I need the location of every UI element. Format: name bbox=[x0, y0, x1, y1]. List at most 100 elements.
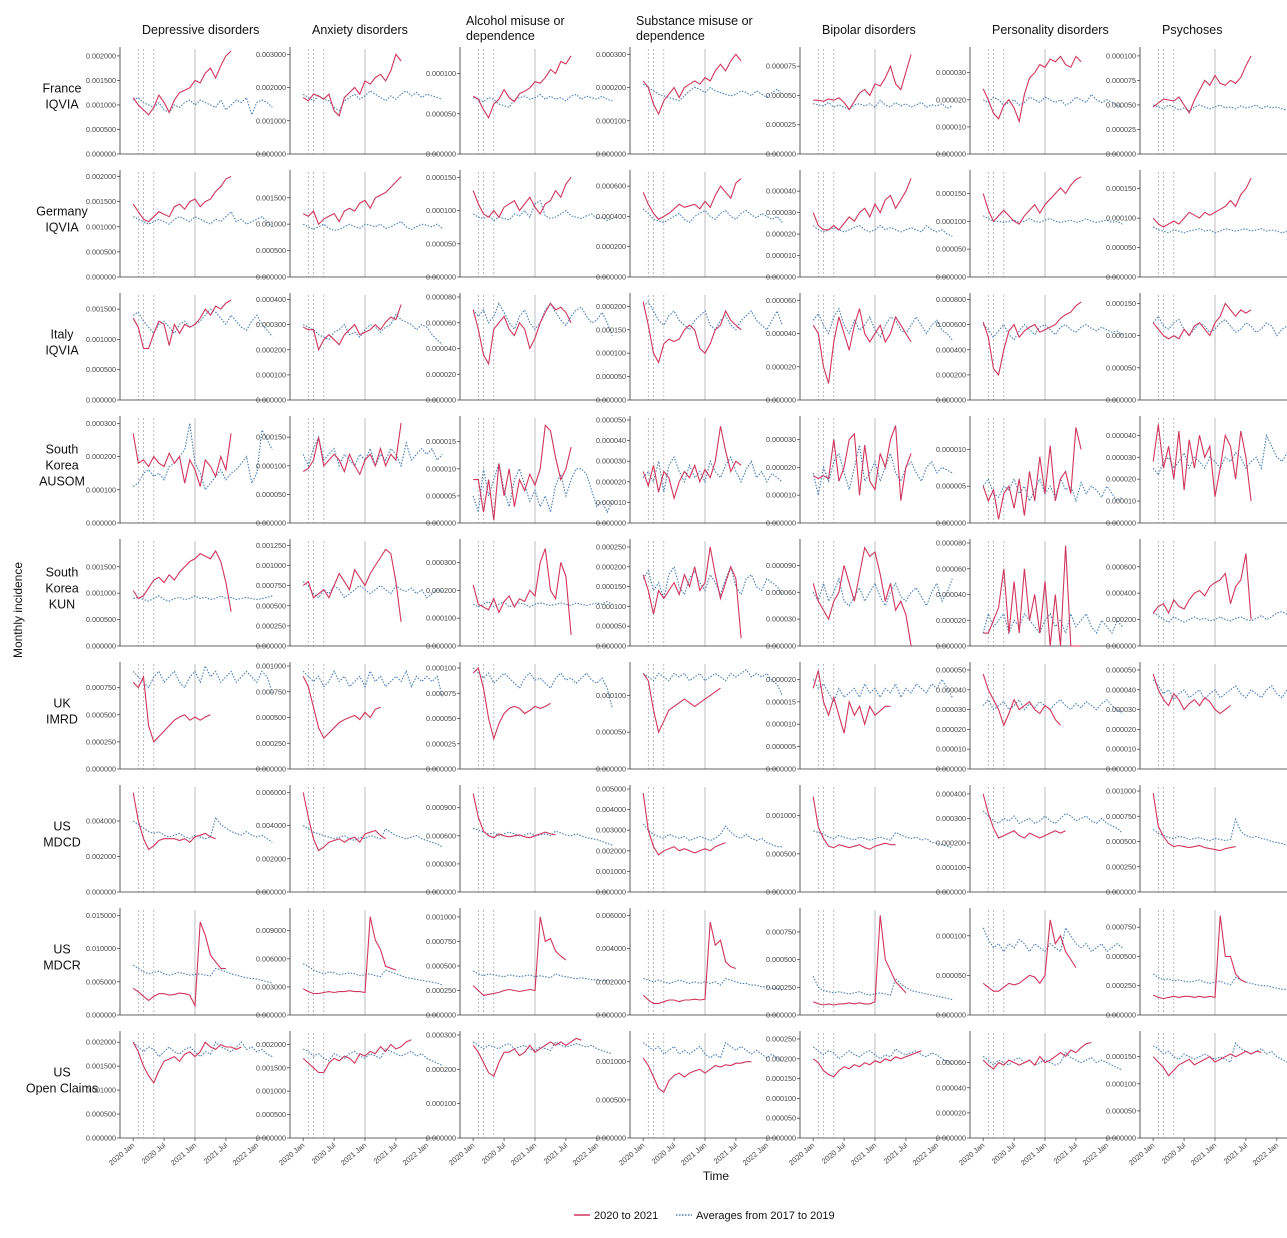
y-tick-label: 0.000010 bbox=[1106, 497, 1136, 506]
y-tick-label: 0.000000 bbox=[766, 150, 796, 159]
y-tick-label: 0.000040 bbox=[1106, 431, 1136, 440]
y-tick-label: 0.000500 bbox=[86, 710, 116, 719]
y-tick-label: 0.000250 bbox=[596, 542, 626, 551]
series-line-average bbox=[812, 224, 953, 237]
series-line-2020-2021 bbox=[472, 916, 567, 996]
series-line-2020-2021 bbox=[642, 53, 742, 116]
y-tick-label: 0.003000 bbox=[256, 982, 286, 991]
x-tick-label: 2021 Jan bbox=[169, 1141, 198, 1168]
panel: 0.000000 0.000025 0.000050 0.000075 0.000100 bbox=[1106, 47, 1287, 159]
panel: 0.000000 0.000010 0.000020 0.000030 0.000040 bbox=[766, 170, 953, 282]
x-tick-label: 2022 Jan bbox=[231, 1141, 260, 1168]
y-tick-label: 0.000005 bbox=[766, 742, 796, 751]
series-line-2020-2021 bbox=[302, 304, 402, 352]
y-tick-label: 0.000000 bbox=[86, 1134, 116, 1143]
y-tick-label: 0.000750 bbox=[256, 687, 286, 696]
y-tick-label: 0.000000 bbox=[766, 519, 796, 528]
panel: 0.000000 0.000200 0.000400 0.000600 0.000800 bbox=[936, 293, 1123, 405]
x-tick-label: 2022 Jan bbox=[1251, 1141, 1280, 1168]
y-tick-label: 0.000100 bbox=[936, 863, 966, 872]
y-tick-label: 0.000000 bbox=[256, 1134, 286, 1143]
series-line-2020-2021 bbox=[1152, 553, 1252, 620]
x-tick-label: 2020 Jul bbox=[1160, 1140, 1188, 1165]
y-tick-label: 0.000500 bbox=[1106, 837, 1136, 846]
panel: 0.000000 0.000100 0.000200 0.000300 0.000400 bbox=[256, 293, 443, 405]
series-line-2020-2021 bbox=[132, 433, 232, 487]
y-tick-label: 0.000050 bbox=[426, 109, 456, 118]
y-tick-label: 0.000000 bbox=[1106, 150, 1136, 159]
y-tick-label: 0.000000 bbox=[596, 642, 626, 651]
y-tick-label: 0.000000 bbox=[86, 642, 116, 651]
x-tick-label: 2021 Jul bbox=[372, 1140, 400, 1165]
y-tick-label: 0.000010 bbox=[936, 122, 966, 131]
y-tick-label: 0.000000 bbox=[86, 519, 116, 528]
y-tick-label: 0.000200 bbox=[766, 1054, 796, 1063]
panel: 0.000000 0.000500 0.001000 0.001500 bbox=[86, 539, 273, 651]
y-tick-label: 0.000100 bbox=[936, 217, 966, 226]
y-tick-label: 0.000200 bbox=[256, 345, 286, 354]
y-tick-label: 0.000010 bbox=[426, 464, 456, 473]
panel: 0.000000 0.000050 0.000100 bbox=[596, 662, 783, 774]
y-tick-label: 0.000750 bbox=[256, 581, 286, 590]
series-line-average bbox=[812, 307, 953, 341]
series-line-average bbox=[132, 816, 273, 843]
x-tick-label: 2021 Jul bbox=[202, 1140, 230, 1165]
series-line-2020-2021 bbox=[813, 54, 912, 111]
x-tick-label: 2022 Jan bbox=[571, 1141, 600, 1168]
series-line-average bbox=[982, 926, 1123, 953]
panel: 0.000000 0.000050 0.000100 0.000150 bbox=[936, 170, 1123, 282]
y-tick-label: 0.001500 bbox=[86, 305, 116, 314]
series-line-average bbox=[1152, 817, 1287, 847]
y-tick-label: 0.000075 bbox=[426, 689, 456, 698]
series-line-2020-2021 bbox=[642, 178, 742, 221]
series-line-2020-2021 bbox=[642, 921, 737, 1004]
y-tick-label: 0.000010 bbox=[1106, 745, 1136, 754]
y-tick-label: 0.000600 bbox=[426, 831, 456, 840]
series-line-2020-2021 bbox=[982, 55, 1082, 124]
y-tick-label: 0.000030 bbox=[936, 68, 966, 77]
y-tick-label: 0.000250 bbox=[256, 739, 286, 748]
series-line-average bbox=[1152, 433, 1287, 476]
y-tick-label: 0.000000 bbox=[936, 273, 966, 282]
y-tick-label: 0.001000 bbox=[766, 811, 796, 820]
y-tick-label: 0.000000 bbox=[1106, 888, 1136, 897]
y-tick-label: 0.000020 bbox=[766, 463, 796, 472]
y-tick-label: 0.000100 bbox=[1106, 214, 1136, 223]
series-line-2020-2021 bbox=[472, 793, 556, 839]
y-tick-label: 0.000500 bbox=[766, 955, 796, 964]
x-tick-label: 2020 Jan bbox=[107, 1141, 136, 1168]
y-tick-label: 0.002000 bbox=[256, 854, 286, 863]
panel: 0.000000 0.000050 0.000100 0.000150 0.000200 bbox=[596, 293, 783, 405]
panel: 0.000000 0.000500 0.001000 0.001500 0.002000 bbox=[86, 170, 273, 282]
y-tick-label: 0.000500 bbox=[256, 246, 286, 255]
y-tick-label: 0.005000 bbox=[86, 977, 116, 986]
x-tick-label: 2020 Jan bbox=[787, 1141, 816, 1168]
y-tick-label: 0.000000 bbox=[1106, 519, 1136, 528]
y-tick-label: 0.003000 bbox=[596, 826, 626, 835]
y-tick-label: 0.001000 bbox=[86, 589, 116, 598]
series-line-average bbox=[1152, 226, 1287, 234]
y-tick-label: 0.000400 bbox=[1106, 589, 1136, 598]
y-tick-label: 0.000750 bbox=[86, 683, 116, 692]
panel: 0.000000 0.000050 0.000100 0.000150 bbox=[426, 170, 613, 282]
series-line-2020-2021 bbox=[472, 302, 572, 366]
y-tick-label: 0.000030 bbox=[1106, 453, 1136, 462]
series-line-2020-2021 bbox=[132, 549, 232, 612]
y-tick-label: 0.002000 bbox=[86, 852, 116, 861]
series-line-2020-2021 bbox=[1152, 177, 1252, 228]
y-tick-label: 0.003000 bbox=[256, 50, 286, 59]
x-tick-label: 2021 Jul bbox=[1052, 1140, 1080, 1165]
series-line-2020-2021 bbox=[812, 1050, 922, 1078]
y-tick-label: 0.000500 bbox=[86, 1110, 116, 1119]
y-tick-label: 0.000200 bbox=[426, 586, 456, 595]
y-tick-label: 0.000080 bbox=[426, 293, 456, 302]
y-tick-label: 0.001000 bbox=[86, 222, 116, 231]
series-line-2020-2021 bbox=[642, 426, 742, 501]
series-line-2020-2021 bbox=[302, 176, 402, 226]
y-tick-label: 0.000200 bbox=[426, 1065, 456, 1074]
series-line-2020-2021 bbox=[812, 670, 891, 734]
y-tick-label: 0.000150 bbox=[256, 433, 286, 442]
x-axis-title: Time bbox=[703, 1169, 730, 1183]
y-tick-label: 0.000400 bbox=[256, 295, 286, 304]
y-tick-label: 0.000015 bbox=[426, 437, 456, 446]
